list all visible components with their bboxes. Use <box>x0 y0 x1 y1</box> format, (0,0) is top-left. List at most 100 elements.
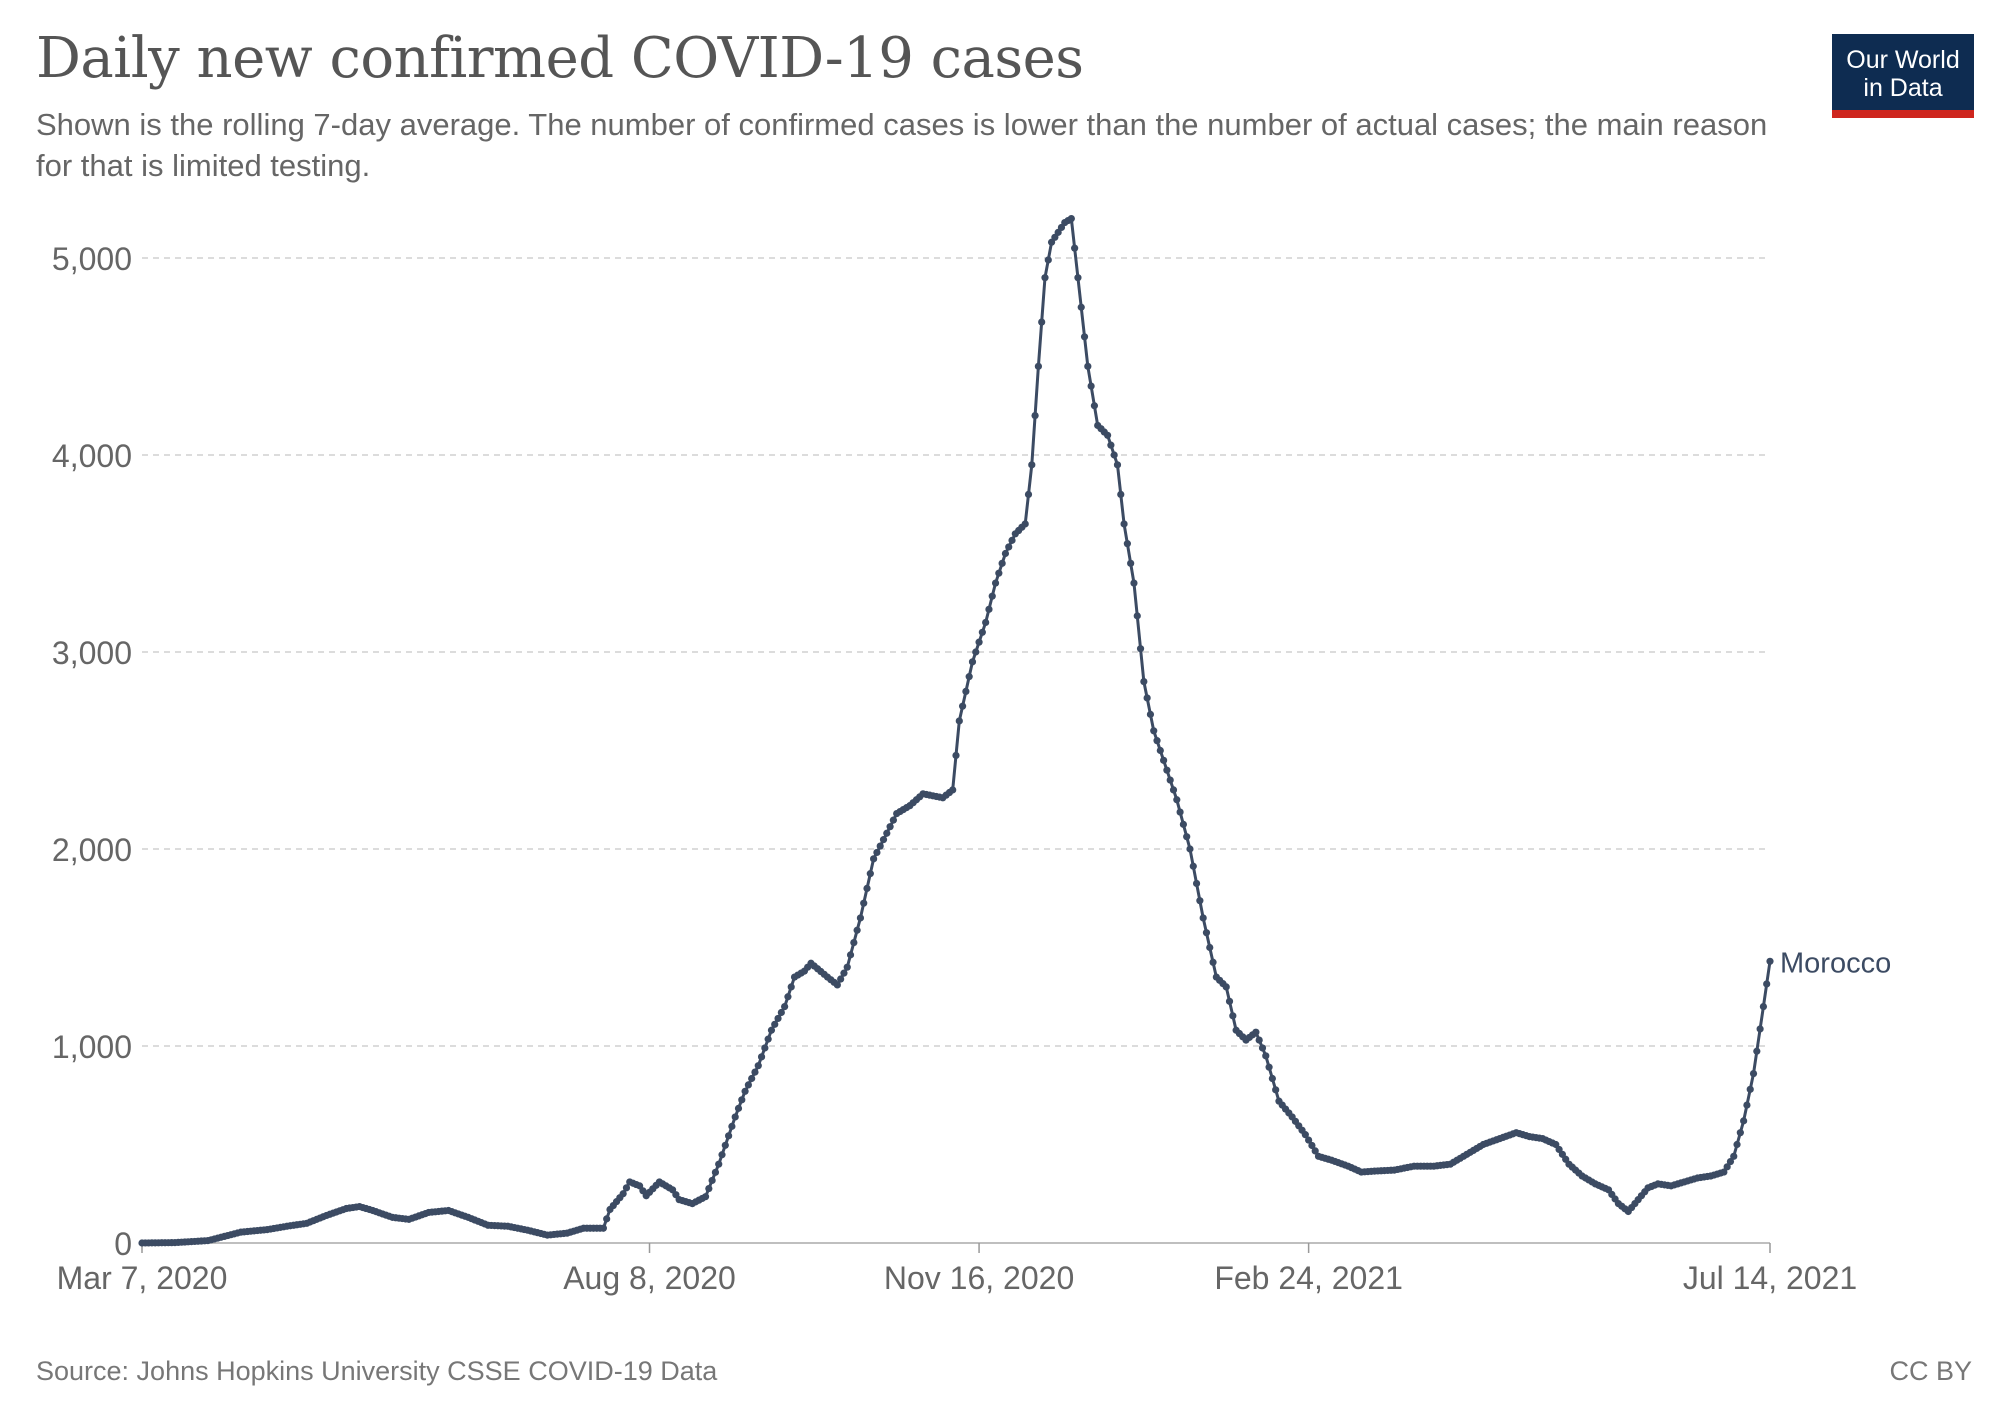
data-point[interactable] <box>962 687 970 696</box>
data-point[interactable] <box>991 579 1000 587</box>
data-point[interactable] <box>1766 957 1774 965</box>
data-point[interactable] <box>985 605 993 613</box>
data-point[interactable] <box>1272 1086 1280 1094</box>
data-point[interactable] <box>1084 362 1092 370</box>
data-point[interactable] <box>1153 737 1161 745</box>
data-point[interactable] <box>1183 833 1191 841</box>
data-point[interactable] <box>1189 862 1197 870</box>
data-point[interactable] <box>715 1160 723 1168</box>
data-point[interactable] <box>738 1096 746 1104</box>
data-point[interactable] <box>1723 1163 1731 1171</box>
data-point[interactable] <box>1090 402 1099 410</box>
data-point[interactable] <box>757 1053 766 1061</box>
data-point[interactable] <box>1104 431 1112 439</box>
data-point[interactable] <box>846 951 855 959</box>
data-point[interactable] <box>1192 879 1201 888</box>
data-point[interactable] <box>833 981 841 989</box>
series-line-morocco[interactable] <box>141 217 1772 1245</box>
data-point[interactable] <box>1123 540 1131 548</box>
data-point[interactable] <box>1031 412 1039 420</box>
data-point[interactable] <box>728 1122 736 1130</box>
data-point[interactable] <box>767 1026 776 1034</box>
data-point[interactable] <box>856 914 865 922</box>
data-point[interactable] <box>1087 382 1095 390</box>
data-point[interactable] <box>952 751 960 760</box>
data-point[interactable] <box>721 1141 729 1149</box>
data-point[interactable] <box>761 1044 769 1052</box>
license-note[interactable]: CC BY <box>1889 1356 1972 1386</box>
data-point[interactable] <box>787 983 795 991</box>
data-point[interactable] <box>705 1184 713 1193</box>
data-point[interactable] <box>965 673 973 681</box>
data-point[interactable] <box>1749 1069 1758 1078</box>
data-point[interactable] <box>1726 1157 1735 1166</box>
data-point[interactable] <box>1225 997 1234 1005</box>
data-point[interactable] <box>958 702 967 710</box>
data-point[interactable] <box>1730 1152 1738 1160</box>
data-point[interactable] <box>603 1215 611 1223</box>
data-point[interactable] <box>1133 612 1141 620</box>
data-point[interactable] <box>1117 490 1125 498</box>
data-point[interactable] <box>1179 820 1187 828</box>
data-point[interactable] <box>982 618 990 627</box>
data-point[interactable] <box>1202 929 1211 937</box>
data-point[interactable] <box>978 628 986 636</box>
data-point[interactable] <box>995 569 1003 577</box>
data-point[interactable] <box>764 1035 772 1043</box>
data-point[interactable] <box>883 829 891 837</box>
data-point[interactable] <box>837 975 845 983</box>
data-point[interactable] <box>622 1184 631 1192</box>
data-point[interactable] <box>751 1068 759 1076</box>
data-point[interactable] <box>741 1087 749 1095</box>
data-point[interactable] <box>774 1014 782 1023</box>
data-point[interactable] <box>1756 1025 1764 1033</box>
data-point[interactable] <box>1301 1131 1309 1139</box>
data-point[interactable] <box>1252 1028 1260 1036</box>
data-point[interactable] <box>1008 536 1016 544</box>
data-point[interactable] <box>1067 215 1075 223</box>
data-point[interactable] <box>876 842 884 850</box>
data-point[interactable] <box>1733 1140 1741 1149</box>
data-point[interactable] <box>1077 303 1085 311</box>
data-point[interactable] <box>1258 1044 1267 1052</box>
data-point[interactable] <box>1196 897 1204 905</box>
data-point[interactable] <box>1038 318 1046 326</box>
data-point[interactable] <box>879 836 888 844</box>
data-point[interactable] <box>744 1081 752 1089</box>
data-point[interactable] <box>1753 1047 1761 1055</box>
data-point[interactable] <box>1021 520 1029 528</box>
data-point[interactable] <box>1041 274 1049 282</box>
data-point[interactable] <box>850 938 858 947</box>
data-point[interactable] <box>708 1176 716 1185</box>
data-point[interactable] <box>1255 1036 1263 1044</box>
data-point[interactable] <box>1140 677 1148 686</box>
data-point[interactable] <box>1074 274 1082 282</box>
source-note[interactable]: Source: Johns Hopkins University CSSE CO… <box>36 1356 718 1386</box>
data-point[interactable] <box>1759 1003 1768 1011</box>
data-point[interactable] <box>998 559 1006 567</box>
data-point[interactable] <box>1746 1085 1754 1093</box>
data-point[interactable] <box>1763 980 1771 988</box>
data-point[interactable] <box>1743 1101 1751 1109</box>
data-point[interactable] <box>1740 1117 1748 1125</box>
data-point[interactable] <box>853 926 861 934</box>
data-point[interactable] <box>701 1193 710 1201</box>
data-point[interactable] <box>1209 958 1217 966</box>
data-point[interactable] <box>1044 256 1052 264</box>
data-point[interactable] <box>1156 746 1164 755</box>
data-point[interactable] <box>1120 520 1128 528</box>
data-point[interactable] <box>1028 461 1036 469</box>
data-point[interactable] <box>889 816 897 824</box>
data-point[interactable] <box>949 786 957 794</box>
data-point[interactable] <box>619 1190 627 1198</box>
data-point[interactable] <box>1024 490 1033 498</box>
data-point[interactable] <box>840 969 848 977</box>
data-point[interactable] <box>725 1132 733 1140</box>
data-point[interactable] <box>1127 559 1135 567</box>
data-point[interactable] <box>968 658 977 666</box>
data-point[interactable] <box>1143 694 1151 702</box>
data-point[interactable] <box>972 648 980 656</box>
data-point[interactable] <box>781 1003 789 1011</box>
data-point[interactable] <box>754 1062 762 1070</box>
data-point[interactable] <box>1071 244 1079 252</box>
